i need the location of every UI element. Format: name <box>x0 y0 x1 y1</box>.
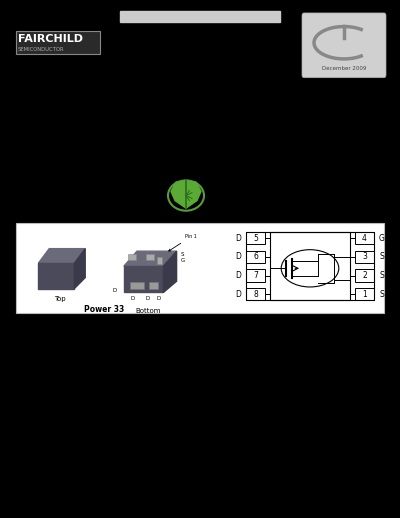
Text: 4: 4 <box>362 234 367 243</box>
Bar <box>120 11 280 22</box>
Text: D: D <box>146 296 150 301</box>
Text: S: S <box>380 252 384 262</box>
Bar <box>246 232 374 300</box>
Text: D: D <box>235 271 241 280</box>
Text: S: S <box>181 252 184 257</box>
Bar <box>130 282 144 289</box>
Bar <box>355 288 374 300</box>
Text: FAIRCHILD: FAIRCHILD <box>18 34 83 44</box>
Text: SEMICONDUCTOR: SEMICONDUCTOR <box>18 47 64 52</box>
Text: G: G <box>181 258 185 264</box>
Text: D: D <box>235 234 241 243</box>
Bar <box>246 251 265 263</box>
Bar <box>246 288 265 300</box>
Text: Pin 1: Pin 1 <box>169 234 197 251</box>
Text: Power 33: Power 33 <box>84 305 124 314</box>
Text: 5: 5 <box>253 234 258 243</box>
Bar <box>16 223 384 313</box>
Polygon shape <box>124 266 164 293</box>
Bar <box>149 282 158 289</box>
Text: 7: 7 <box>253 271 258 280</box>
Bar <box>355 269 374 282</box>
Polygon shape <box>164 251 177 293</box>
Text: Top: Top <box>54 296 66 303</box>
Text: D: D <box>113 289 117 294</box>
Text: December 2009: December 2009 <box>322 66 366 71</box>
Polygon shape <box>38 249 85 263</box>
Bar <box>146 254 154 260</box>
Text: 3: 3 <box>362 252 367 262</box>
Text: 8: 8 <box>253 290 258 299</box>
FancyBboxPatch shape <box>302 13 386 78</box>
Bar <box>16 31 100 54</box>
Text: D: D <box>235 252 241 262</box>
Text: D: D <box>130 296 135 301</box>
Text: G: G <box>379 234 385 243</box>
Bar <box>270 232 350 300</box>
Polygon shape <box>74 249 85 289</box>
Polygon shape <box>171 181 201 208</box>
Polygon shape <box>124 251 177 266</box>
Text: 1: 1 <box>362 290 367 299</box>
Polygon shape <box>38 263 74 289</box>
Bar <box>355 251 374 263</box>
Text: 6: 6 <box>253 252 258 262</box>
Text: D: D <box>157 296 161 301</box>
Text: 2: 2 <box>362 271 367 280</box>
Bar <box>355 232 374 244</box>
Text: S: S <box>380 271 384 280</box>
Bar <box>128 254 136 260</box>
Text: D: D <box>235 290 241 299</box>
Text: Bottom: Bottom <box>135 308 161 314</box>
Bar <box>246 232 265 244</box>
Text: S: S <box>380 290 384 299</box>
Bar <box>246 269 265 282</box>
Bar <box>157 257 162 264</box>
